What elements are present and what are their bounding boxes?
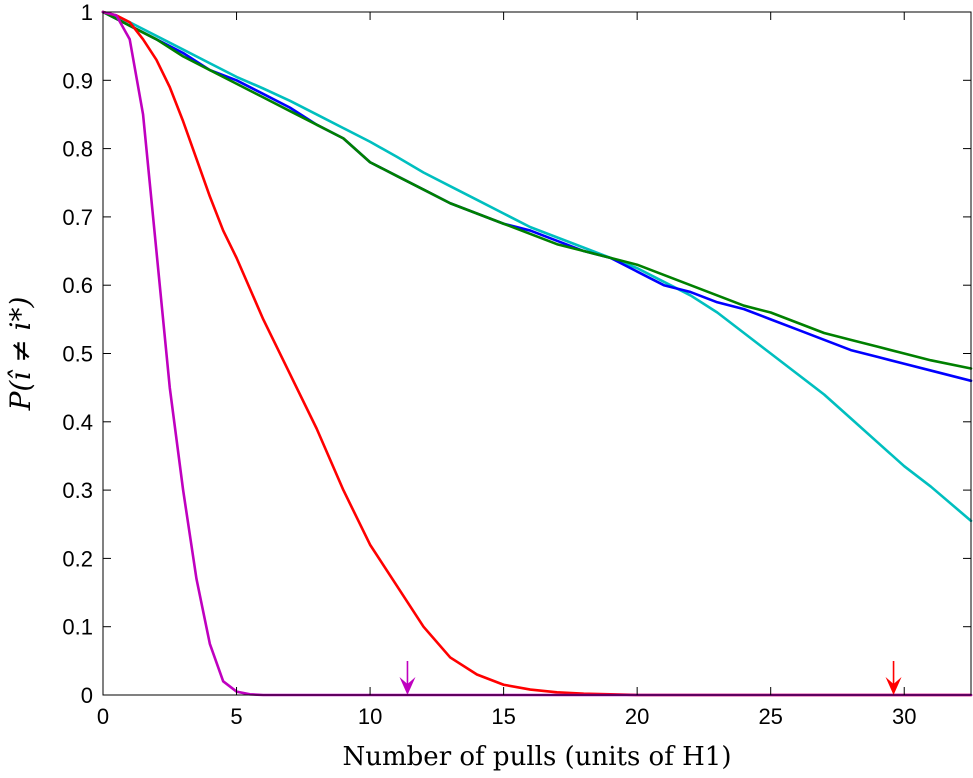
y-tick-label-7: 0.7 (62, 205, 93, 230)
y-tick-label-5: 0.5 (62, 342, 93, 367)
y-tick-label-3: 0.3 (62, 478, 93, 503)
y-axis-label: P(î ≠ i*) (4, 297, 37, 412)
arrow-annotation-1 (885, 661, 902, 695)
x-tick-label-5: 25 (758, 704, 782, 729)
arrow-head-1 (885, 677, 902, 695)
x-tick-label-2: 10 (358, 704, 382, 729)
arrow-annotation-0 (399, 661, 416, 695)
series-line-2 (101, 10, 973, 370)
x-tick-label-1: 5 (230, 704, 242, 729)
arrow-head-0 (399, 677, 416, 695)
x-tick-label-4: 20 (625, 704, 649, 729)
y-tick-label-1: 0.1 (62, 615, 93, 640)
series-layer (101, 10, 973, 697)
y-tick-label-0: 0 (81, 683, 93, 708)
y-tick-label-2: 0.2 (62, 546, 93, 571)
y-tick-label-10: 1 (81, 0, 93, 25)
annotation-layer (399, 661, 902, 695)
y-tick-label-6: 0.6 (62, 273, 93, 298)
x-tick-label-0: 0 (97, 704, 109, 729)
y-tick-label-8: 0.8 (62, 137, 93, 162)
series-line-1 (101, 10, 973, 383)
y-tick-label-4: 0.4 (62, 410, 93, 435)
x-tick-label-6: 30 (892, 704, 916, 729)
series-line-0 (101, 10, 973, 523)
axis-layer: 0 5 10 15 20 25 30 0 0.1 0.2 0.3 0.4 0.5 0.6 0.7 0.8 0.9… (62, 0, 972, 729)
x-tick-label-3: 15 (491, 704, 515, 729)
x-axis-label: Number of pulls (units of H1) (343, 742, 732, 772)
y-tick-label-9: 0.9 (62, 68, 93, 93)
